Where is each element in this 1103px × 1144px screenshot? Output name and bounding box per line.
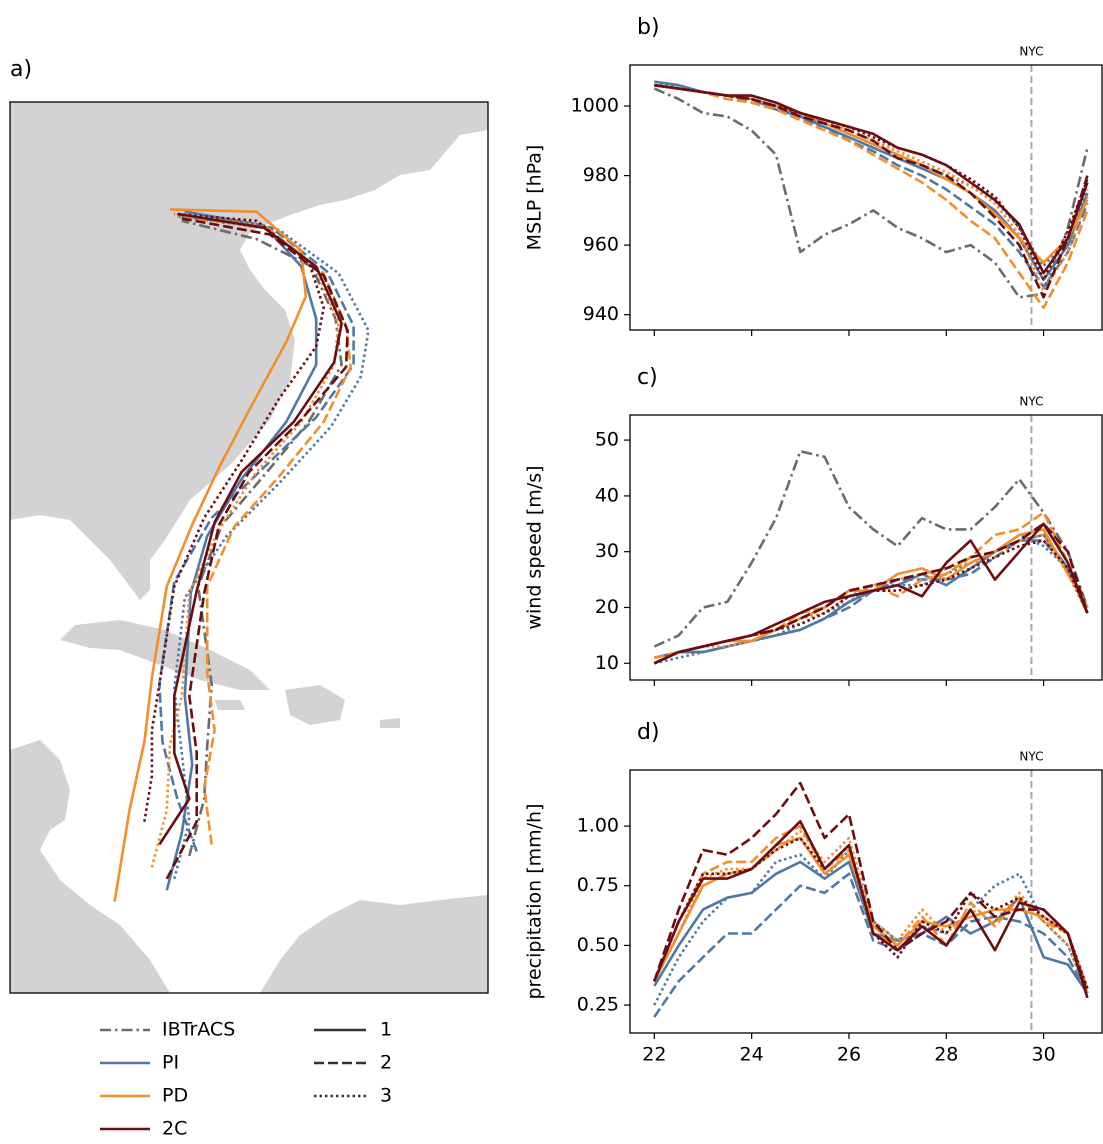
legend-label: PI xyxy=(162,1052,179,1074)
y-tick-label: 980 xyxy=(583,164,619,186)
y-axis-label: precipitation [mm/h] xyxy=(524,803,546,999)
nyc-label: NYC xyxy=(1019,750,1043,764)
hispaniola xyxy=(285,685,345,725)
track-line xyxy=(173,214,370,880)
track-line xyxy=(653,539,1089,665)
x-tick-label: 28 xyxy=(934,1044,958,1066)
track-line xyxy=(165,210,318,891)
legend-label: IBTrACS xyxy=(162,1019,235,1041)
south-america xyxy=(260,895,488,993)
y-tick-label: 0.25 xyxy=(577,994,619,1016)
legend-label: 1 xyxy=(380,1019,392,1041)
track-line xyxy=(653,539,1089,665)
puerto-rico xyxy=(380,718,400,728)
y-tick-label: 20 xyxy=(595,596,619,618)
track-line xyxy=(181,219,343,857)
track-line xyxy=(653,522,1089,665)
axes-frame xyxy=(629,64,1103,331)
y-tick-label: 1.00 xyxy=(577,815,619,837)
north-america xyxy=(10,102,488,600)
panel-label: a) xyxy=(10,57,32,82)
track-line xyxy=(653,87,1089,299)
axes-frame xyxy=(629,414,1103,681)
x-tick-label: 22 xyxy=(642,1044,666,1066)
y-tick-label: 50 xyxy=(595,429,619,451)
track-line xyxy=(654,83,1089,309)
y-tick-label: 960 xyxy=(583,234,619,256)
track-line xyxy=(113,208,308,902)
y-tick-label: 1000 xyxy=(571,95,619,117)
y-tick-label: 0.50 xyxy=(577,934,619,956)
y-axis-label: wind speed [m/s] xyxy=(524,465,546,629)
track-line xyxy=(158,214,355,852)
y-tick-label: 940 xyxy=(583,303,619,325)
y-tick-label: 10 xyxy=(595,652,619,674)
track-line xyxy=(654,83,1089,299)
y-axis-label: MSLP [hPa] xyxy=(524,145,546,251)
y-tick-label: 30 xyxy=(595,540,619,562)
track-line xyxy=(654,83,1089,264)
jamaica xyxy=(215,700,245,710)
track-line xyxy=(653,450,1089,648)
x-tick-label: 26 xyxy=(837,1044,861,1066)
legend-label: PD xyxy=(162,1085,188,1107)
track-line xyxy=(653,820,1089,999)
legend-label: 2 xyxy=(380,1052,392,1074)
track-line xyxy=(158,212,343,846)
track-line xyxy=(165,217,349,880)
x-tick-label: 30 xyxy=(1032,1044,1056,1066)
track-line xyxy=(143,212,325,822)
axes-frame xyxy=(629,769,1103,1034)
map-frame xyxy=(9,101,489,994)
x-tick-label: 24 xyxy=(740,1044,764,1066)
track-line xyxy=(654,83,1089,282)
nyc-label: NYC xyxy=(1019,45,1043,59)
central-america xyxy=(10,740,170,993)
track-line xyxy=(653,781,1089,994)
y-tick-label: 40 xyxy=(595,484,619,506)
legend-label: 3 xyxy=(380,1085,392,1107)
track-line xyxy=(654,80,1089,282)
track-line xyxy=(654,533,1089,659)
track-line xyxy=(653,872,1089,1018)
track-line xyxy=(177,214,352,845)
y-tick-label: 0.75 xyxy=(577,874,619,896)
legend-label: 2C xyxy=(162,1118,187,1140)
nyc-label: NYC xyxy=(1019,395,1043,409)
panel-label: d) xyxy=(637,720,660,745)
panel-label: b) xyxy=(637,15,660,40)
map-land xyxy=(10,102,488,993)
panel-label: c) xyxy=(637,365,658,390)
